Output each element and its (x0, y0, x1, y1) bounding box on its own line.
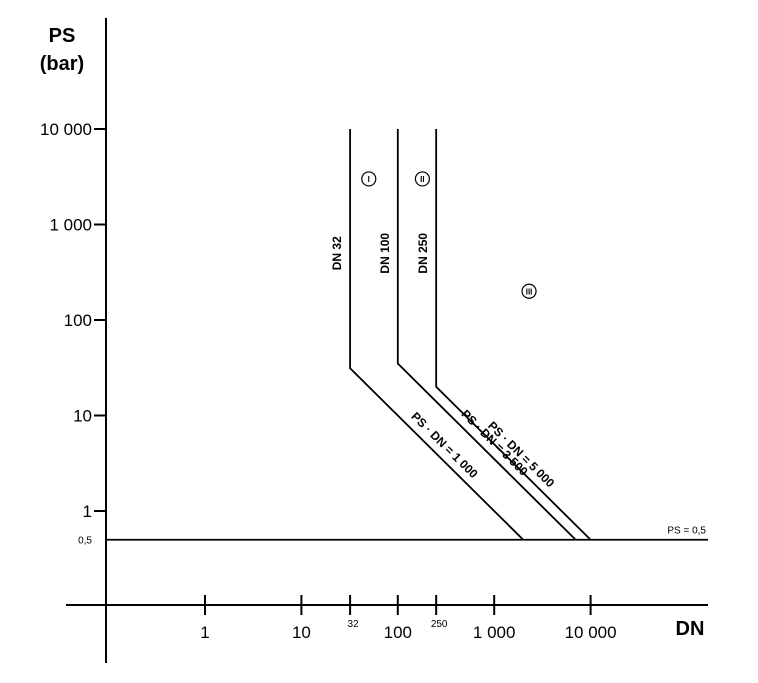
x-tick-label: 10 (292, 623, 311, 642)
y-ticks: 0,5 1 10 100 1 000 10 000 (40, 120, 106, 547)
region-label: III (526, 287, 533, 296)
series-vertical-label: DN 250 (416, 233, 430, 274)
x-axis-title: DN (676, 618, 705, 640)
region-marker (361, 171, 377, 187)
x-tick-label: 32 (348, 619, 360, 630)
y-tick-label: 10 (73, 407, 92, 426)
x-tick-label: 1 (200, 623, 209, 642)
axes (66, 18, 708, 663)
y-tick-label: 10 000 (40, 120, 92, 139)
region-label: II (420, 175, 424, 184)
series-vertical-label: DN 32 (330, 236, 344, 270)
y-tick-label: 1 000 (49, 216, 92, 235)
series-slope-label: PS · DN = 5 000 (485, 419, 557, 491)
region-label: I (368, 175, 370, 184)
y-tick-label: 100 (64, 311, 92, 330)
x-tick-label: 100 (384, 623, 412, 642)
x-ticks: 1 10 32 100 250 1 000 10 000 (200, 595, 617, 642)
horizontal-line-group: PS = 0,5 (106, 526, 708, 541)
series-vertical-label: DN 100 (378, 233, 392, 274)
x-tick-label: 1 000 (473, 623, 516, 642)
series-line (349, 129, 524, 541)
y-tick-label: 1 (83, 502, 92, 521)
series-line (435, 129, 592, 541)
y-axis-unit: (bar) (40, 53, 84, 75)
region-marker (521, 283, 537, 299)
x-tick-label: 250 (431, 619, 448, 630)
series-line (396, 129, 577, 541)
x-tick-label: 10 000 (565, 623, 617, 642)
y-tick-label: 0,5 (78, 536, 92, 547)
y-axis-title: PS (49, 25, 76, 47)
ps-threshold-label: PS = 0,5 (667, 526, 706, 537)
region-marker (414, 171, 431, 187)
